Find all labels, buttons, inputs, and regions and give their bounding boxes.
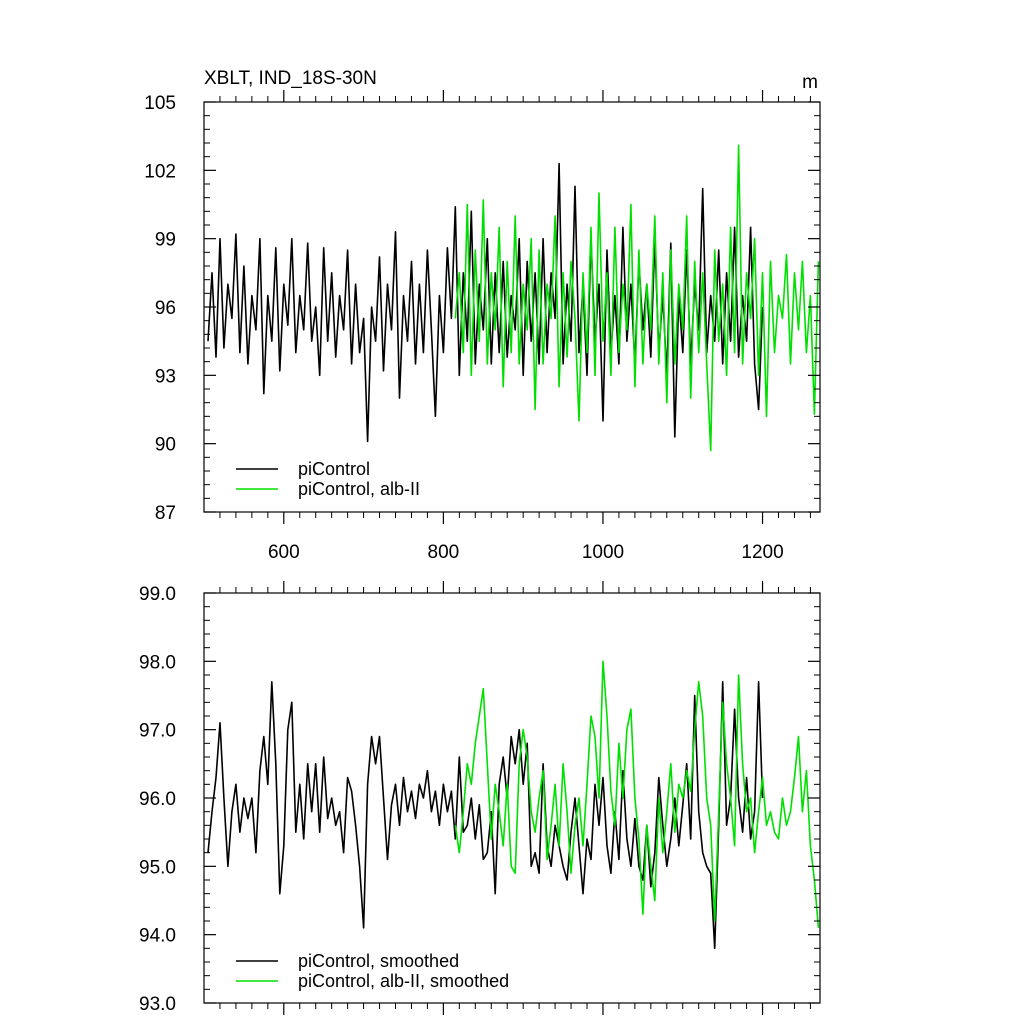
y-tick-label: 96 — [155, 298, 176, 319]
y-tick-label: 97.0 — [139, 721, 176, 742]
y-tick-label: 90 — [155, 435, 176, 456]
x-tick-label: 800 — [428, 542, 460, 563]
series-line-alb-ii — [454, 144, 820, 452]
y-tick-label: 98.0 — [139, 652, 176, 673]
plot-frame — [203, 592, 821, 1004]
y-tick-label: 93 — [155, 366, 176, 387]
legend-label: piControl, smoothed — [298, 951, 459, 971]
bottom-panel: 99.0 98.0 97.0 96.0 95.0 94.0 93.0 piControl, s… — [139, 581, 821, 1015]
legend-label: piControl — [298, 459, 370, 479]
y-tick-label: 87 — [155, 503, 176, 524]
series-line-alb-ii — [454, 660, 820, 928]
chart-title: XBLT, IND_18S-30N — [204, 68, 377, 89]
x-tick-label: 600 — [268, 542, 300, 563]
y-tick-label: 99.0 — [139, 584, 176, 605]
y-tick-label: 93.0 — [139, 994, 176, 1015]
top-panel: 105 102 99 96 93 90 87 600 800 1000 1200 XBLT, IND_… — [144, 68, 821, 563]
legend-label: piControl, alb-II, smoothed — [298, 971, 509, 991]
y-tick-label: 96.0 — [139, 789, 176, 810]
y-tick-label: 94.0 — [139, 926, 176, 947]
series-line-picontrol — [207, 681, 764, 950]
x-tick-label: 1200 — [741, 542, 783, 563]
x-tick-label: 1000 — [582, 542, 624, 563]
y-tick-label: 99 — [155, 230, 176, 251]
y-tick-label: 95.0 — [139, 857, 176, 878]
y-tick-label: 102 — [144, 161, 176, 182]
units-label: m — [802, 72, 818, 93]
legend-label: piControl, alb-II — [298, 479, 420, 499]
y-tick-label: 105 — [144, 93, 176, 114]
